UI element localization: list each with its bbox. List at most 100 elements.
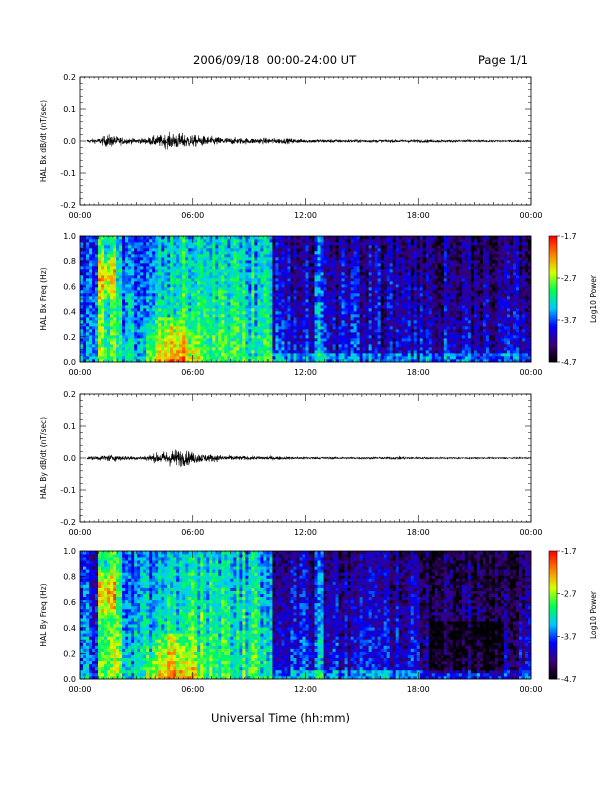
heatmap-cell: [347, 320, 351, 324]
heatmap-cell: [194, 287, 198, 291]
heatmap-cell: [293, 308, 297, 312]
heatmap-cell: [221, 242, 225, 246]
heatmap-cell: [296, 281, 300, 285]
heatmap-cell: [353, 308, 357, 312]
heatmap-cell: [332, 293, 336, 297]
heatmap-cell: [290, 248, 294, 252]
heatmap-cell: [89, 284, 93, 288]
heatmap-cell: [308, 260, 312, 264]
heatmap-cell: [209, 257, 213, 261]
heatmap-cell: [212, 281, 216, 285]
heatmap-cell: [410, 245, 415, 249]
heatmap-cell: [413, 332, 418, 336]
heatmap-cell: [203, 314, 207, 318]
heatmap-cell: [137, 308, 141, 312]
heatmap-cell: [290, 263, 294, 267]
heatmap-cell: [122, 341, 126, 345]
heatmap-cell: [269, 242, 273, 246]
heatmap-cell: [149, 308, 153, 312]
heatmap-cell: [194, 344, 198, 348]
heatmap-cell: [410, 353, 415, 357]
heatmap-cell: [359, 251, 363, 255]
heatmap-cell: [209, 248, 213, 252]
heatmap-cell: [185, 284, 189, 288]
heatmap-cell: [143, 353, 147, 357]
heatmap-cell: [206, 290, 210, 294]
heatmap-cell: [116, 245, 120, 249]
heatmap-cell: [305, 353, 309, 357]
heatmap-cell: [377, 311, 382, 315]
heatmap-cell: [110, 317, 114, 321]
heatmap-cell: [278, 239, 282, 243]
heatmap-cell: [317, 272, 321, 276]
heatmap-cell: [383, 245, 388, 249]
heatmap-cell: [161, 278, 165, 282]
heatmap-cell: [89, 275, 93, 279]
heatmap-cell: [173, 293, 177, 297]
heatmap-cell: [416, 341, 421, 345]
heatmap-cell: [266, 239, 270, 243]
heatmap-cell: [119, 350, 123, 354]
heatmap-cell: [185, 272, 189, 276]
heatmap-cell: [236, 245, 240, 249]
heatmap-cell: [245, 236, 249, 240]
heatmap-cell: [92, 341, 96, 345]
heatmap-cell: [395, 341, 400, 345]
heatmap-cell: [293, 356, 297, 360]
heatmap-cell: [104, 239, 108, 243]
heatmap-cell: [338, 266, 342, 270]
heatmap-cell: [224, 356, 228, 360]
heatmap-cell: [239, 245, 243, 249]
heatmap-cell: [293, 254, 297, 258]
heatmap-cell: [116, 302, 120, 306]
heatmap-cell: [203, 287, 207, 291]
heatmap-cell: [380, 359, 385, 363]
heatmap-cell: [287, 263, 291, 267]
heatmap-cell: [140, 317, 144, 321]
heatmap-cell: [410, 290, 415, 294]
heatmap-cell: [356, 278, 360, 282]
heatmap-cell: [209, 245, 213, 249]
heatmap-cell: [203, 248, 207, 252]
heatmap-cell: [401, 239, 406, 243]
heatmap-cell: [152, 305, 156, 309]
heatmap-cell: [326, 314, 330, 318]
heatmap-cell: [296, 257, 300, 261]
heatmap-cell: [308, 302, 312, 306]
heatmap-cell: [323, 296, 327, 300]
heatmap-cell: [137, 350, 141, 354]
heatmap-cell: [293, 326, 297, 330]
heatmap-cell: [182, 302, 186, 306]
heatmap-cell: [98, 341, 102, 345]
heatmap-cell: [257, 278, 261, 282]
heatmap-cell: [221, 347, 225, 351]
heatmap-cell: [119, 356, 123, 360]
heatmap-cell: [326, 269, 330, 273]
heatmap-cell: [122, 332, 126, 336]
heatmap-cell: [200, 314, 204, 318]
heatmap-cell: [146, 332, 150, 336]
heatmap-cell: [188, 257, 192, 261]
heatmap-cell: [353, 314, 357, 318]
heatmap-cell: [149, 287, 153, 291]
heatmap-cell: [344, 272, 348, 276]
heatmap-cell: [290, 284, 294, 288]
heatmap-cell: [275, 272, 279, 276]
heatmap-cell: [323, 350, 327, 354]
heatmap-cell: [275, 293, 279, 297]
heatmap-cell: [404, 341, 409, 345]
heatmap-cell: [299, 254, 303, 258]
heatmap-cell: [209, 335, 213, 339]
heatmap-cell: [239, 269, 243, 273]
heatmap-cell: [119, 299, 123, 303]
heatmap-cell: [203, 326, 207, 330]
heatmap-cell: [164, 257, 168, 261]
heatmap-cell: [299, 323, 303, 327]
heatmap-cell: [143, 341, 147, 345]
heatmap-cell: [308, 251, 312, 255]
heatmap-cell: [110, 338, 114, 342]
heatmap-cell: [176, 341, 180, 345]
heatmap-cell: [386, 323, 391, 327]
heatmap-cell: [308, 284, 312, 288]
heatmap-cell: [227, 287, 231, 291]
